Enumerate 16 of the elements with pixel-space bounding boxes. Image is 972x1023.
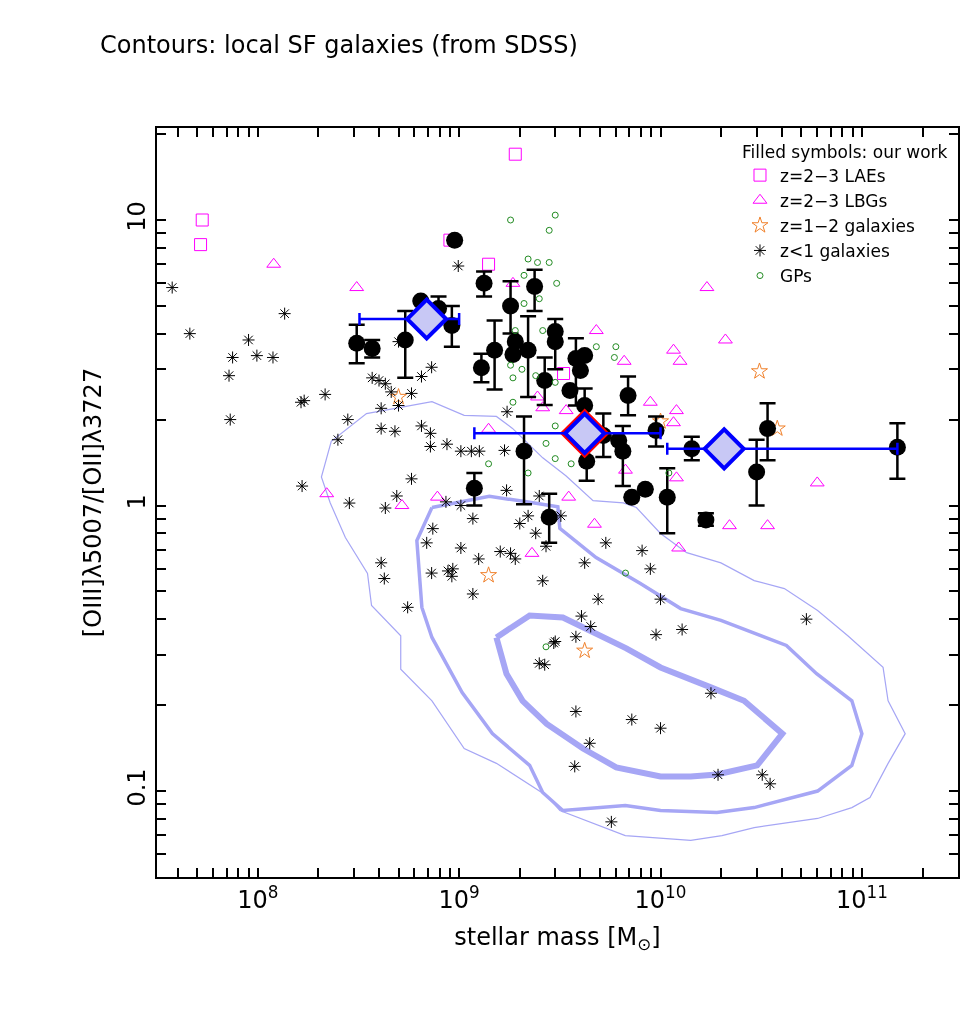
legend-label: GPs <box>779 266 813 287</box>
y-tick-label: 0.1 <box>123 768 152 807</box>
y-tick-label: 10 <box>123 201 152 232</box>
x-tick-label: 10$^{9}$ <box>438 881 480 914</box>
legend-label: z=2−3 LAEs <box>779 165 886 186</box>
x-tick-label: 10$^{11}$ <box>835 881 888 914</box>
y-tick-label: 1 <box>123 494 152 510</box>
x-tick-label: 10$^{8}$ <box>237 881 279 914</box>
legend-title: Filled symbols: our work <box>741 141 948 162</box>
y-axis-title: [OIII]λ5007/[OII]λ3727 <box>79 367 107 638</box>
chart-title: Contours: local SF galaxies (from SDSS) <box>100 31 578 60</box>
x-tick-label: 10$^{10}$ <box>634 881 687 914</box>
legend-label: z<1 galaxies <box>779 241 890 262</box>
x-axis-title: stellar mass [M$_{⊙}$] <box>454 922 661 954</box>
legend-label: z=1−2 galaxies <box>779 215 916 236</box>
legend-label: z=2−3 LBGs <box>779 190 888 211</box>
